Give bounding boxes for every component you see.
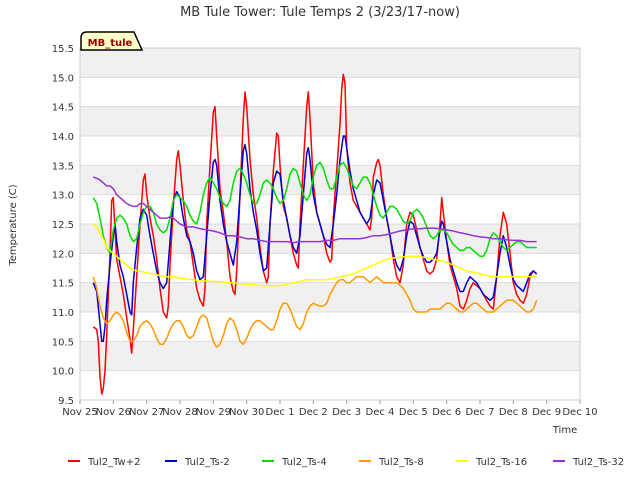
x-tick-label: Nov 29	[196, 407, 231, 418]
station-badge-label: MB_tule	[88, 38, 133, 49]
series-line-tul2-ts-16	[92, 223, 537, 287]
y-tick-label: 15.0	[52, 73, 74, 84]
y-tick-label: 12.0	[52, 249, 74, 260]
plot-band	[80, 48, 580, 78]
plot-band	[80, 165, 580, 195]
plot-band	[80, 106, 580, 136]
y-tick-label: 11.5	[52, 279, 74, 290]
legend-label: Tul2_Ts-4	[281, 457, 327, 468]
y-tick-label: 10.5	[52, 337, 74, 348]
x-tick-label: Dec 10	[562, 407, 597, 418]
plot-band	[80, 253, 580, 283]
series-line-tul2-ts-8	[92, 276, 538, 348]
legend-label: Tul2_Ts-16	[475, 457, 527, 468]
plot-band	[80, 370, 580, 400]
plot-band	[80, 77, 580, 107]
x-tick-label: Nov 28	[162, 407, 197, 418]
plot-band	[80, 312, 580, 342]
y-tick-label: 9.5	[58, 396, 74, 407]
x-tick-label: Nov 26	[96, 407, 131, 418]
station-badge-box	[80, 31, 144, 51]
legend-label: Tul2_Ts-32	[572, 457, 624, 468]
x-tick-label: Nov 30	[229, 407, 264, 418]
y-tick-label: 12.5	[52, 220, 74, 231]
y-tick-label: 11.0	[52, 308, 74, 319]
x-tick-label: Dec 8	[499, 407, 528, 418]
x-tick-label: Dec 6	[432, 407, 461, 418]
station-badge: MB_tule	[80, 31, 144, 51]
y-tick-label: 14.0	[52, 132, 74, 143]
legend: Tul2_Tw+2 Tul2_Ts-2 Tul2_Ts-4 Tul2_Ts-8 Tul2…	[68, 457, 624, 468]
plot-band	[80, 136, 580, 166]
plot-lines	[92, 73, 538, 395]
chart-title: MB Tule Tower: Tule Temps 2 (3/23/17-now…	[180, 5, 460, 20]
series-line-tul2-ts-4	[92, 161, 537, 258]
series-line-tul2-ts-32	[93, 176, 537, 244]
plot-band	[80, 341, 580, 371]
x-axis-label: Time	[552, 425, 577, 436]
y-tick-label: 13.5	[52, 161, 74, 172]
y-tick-label: 10.0	[52, 367, 74, 378]
x-tick-label: Nov 25	[62, 407, 97, 418]
y-tick-label: 14.5	[52, 103, 74, 114]
plot-band	[80, 194, 580, 224]
legend-label: Tul2_Ts-2	[184, 457, 230, 468]
x-tick-label: Dec 2	[299, 407, 328, 418]
plot-band	[80, 282, 580, 312]
y-tick-label: 15.5	[52, 44, 74, 55]
x-tick-label: Dec 9	[532, 407, 561, 418]
series-line-tul2-ts-2	[92, 135, 538, 343]
legend-label: Tul2_Ts-8	[378, 457, 424, 468]
x-tick-label: Dec 3	[332, 407, 361, 418]
x-tick-label: Dec 7	[466, 407, 495, 418]
x-tick-label: Dec 5	[399, 407, 428, 418]
y-axis-label: Temperature (C)	[8, 184, 19, 266]
y-tick-label: 13.0	[52, 191, 74, 202]
y-axis: 9.5 10.0 10.5 11.0 11.5 12.0 12.5 13.0 13.5 14.0 1…	[52, 44, 74, 407]
series-line-tul2-tw-2	[92, 73, 538, 395]
plot-frame	[79, 47, 581, 401]
legend-label: Tul2_Tw+2	[87, 457, 140, 468]
x-tick-label: Nov 27	[129, 407, 164, 418]
x-tick-label: Dec 4	[366, 407, 395, 418]
x-tick-label: Dec 1	[266, 407, 295, 418]
